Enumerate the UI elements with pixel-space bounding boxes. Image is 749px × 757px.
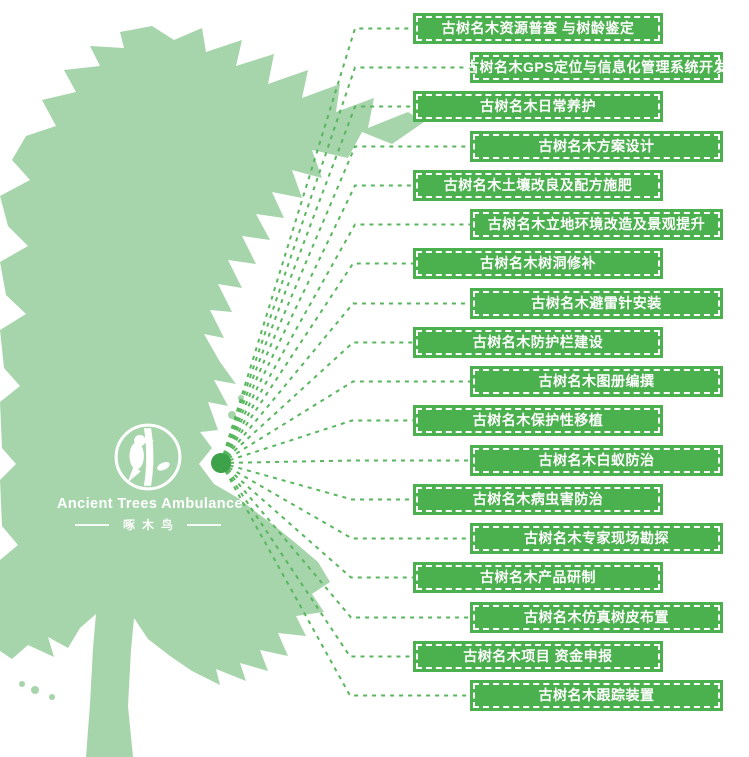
service-banner-label: 古树名木避雷针安装: [531, 295, 662, 311]
service-banner-label: 古树名木资源普查 与树龄鉴定: [441, 20, 635, 36]
connector-line: [220, 462, 413, 579]
service-banner-label: 古树名木日常养护: [480, 98, 596, 114]
connector-line: [220, 223, 470, 464]
service-banner-label: 古树名木专家现场勘探: [524, 530, 669, 546]
service-banner-label: 古树名木立地环境改造及景观提升: [487, 216, 706, 232]
service-banner: 古树名木专家现场勘探: [470, 523, 723, 554]
connector-line: [220, 462, 413, 658]
connector-line: [220, 105, 413, 464]
logo: Ancient Trees Ambulance 啄木鸟: [57, 421, 243, 533]
connector-line: [220, 27, 413, 464]
connector-line: [220, 262, 413, 464]
connector-line: [220, 302, 470, 464]
logo-title-zh-row: 啄木鸟: [57, 516, 239, 533]
service-banner: 古树名木病虫害防治: [413, 484, 663, 515]
connector-line: [220, 380, 470, 464]
service-banner-label: 古树名木保护性移植: [472, 412, 604, 428]
logo-circle: [114, 423, 182, 491]
service-banner: 古树名木产品研制: [413, 562, 663, 593]
connector-line: [220, 419, 413, 464]
woodpecker-icon: [114, 423, 182, 491]
service-banner: 古树名木土壤改良及配方施肥: [413, 170, 663, 201]
service-banner: 古树名木方案设计: [470, 131, 723, 162]
service-banner-label: 古树名木树洞修补: [480, 255, 596, 271]
service-banner: 古树名木GPS定位与信息化管理系统开发: [465, 52, 728, 83]
connector-line: [220, 341, 413, 464]
service-banner: 古树名木保护性移植: [413, 405, 663, 436]
service-banner: 古树名木白蚁防治: [470, 445, 723, 476]
connector-line: [220, 462, 470, 697]
connector-line: [220, 66, 470, 464]
service-banner: 古树名木树洞修补: [413, 248, 663, 279]
service-banner-label: 古树名木防护栏建设: [472, 334, 604, 350]
service-banner: 古树名木日常养护: [413, 91, 663, 122]
connector-line: [220, 462, 470, 619]
tree-canopy-shape: [0, 26, 424, 757]
connector-line: [220, 459, 470, 464]
logo-title-zh: 啄木鸟: [122, 518, 180, 532]
logo-divider-line: [74, 523, 109, 526]
logo-title-en: Ancient Trees Ambulance: [57, 496, 243, 512]
leaf-specks: [19, 395, 244, 700]
hub-dot: [211, 453, 231, 473]
service-banner: 古树名木避雷针安装: [470, 288, 723, 319]
service-banner: 古树名木跟踪装置: [470, 680, 723, 711]
service-banner: 古树名木项目 资金申报: [413, 641, 663, 672]
service-banner: 古树名木资源普查 与树龄鉴定: [413, 13, 663, 44]
logo-divider-line: [187, 523, 221, 526]
service-banner: 古树名木图册编撰: [470, 366, 723, 397]
service-banner-label: 古树名木项目 资金申报: [463, 648, 613, 664]
service-banner: 古树名木仿真树皮布置: [470, 602, 723, 633]
service-banner-label: 古树名木GPS定位与信息化管理系统开发: [464, 59, 729, 75]
service-banner-label: 古树名木跟踪装置: [538, 687, 655, 703]
service-banner-label: 古树名木仿真树皮布置: [524, 609, 669, 625]
service-banner: 古树名木立地环境改造及景观提升: [470, 209, 723, 240]
service-banner-label: 古树名木病虫害防治: [472, 491, 604, 507]
service-banner-label: 古树名木土壤改良及配方施肥: [443, 177, 633, 193]
connector-line: [220, 145, 470, 464]
connector-line: [220, 184, 413, 464]
service-banner-label: 古树名木产品研制: [480, 569, 596, 585]
service-banner-label: 古树名木方案设计: [538, 138, 655, 154]
service-banner-label: 古树名木图册编撰: [538, 373, 655, 389]
connector-line: [220, 462, 413, 501]
service-banner: 古树名木防护栏建设: [413, 327, 663, 358]
service-banner-label: 古树名木白蚁防治: [538, 452, 655, 468]
